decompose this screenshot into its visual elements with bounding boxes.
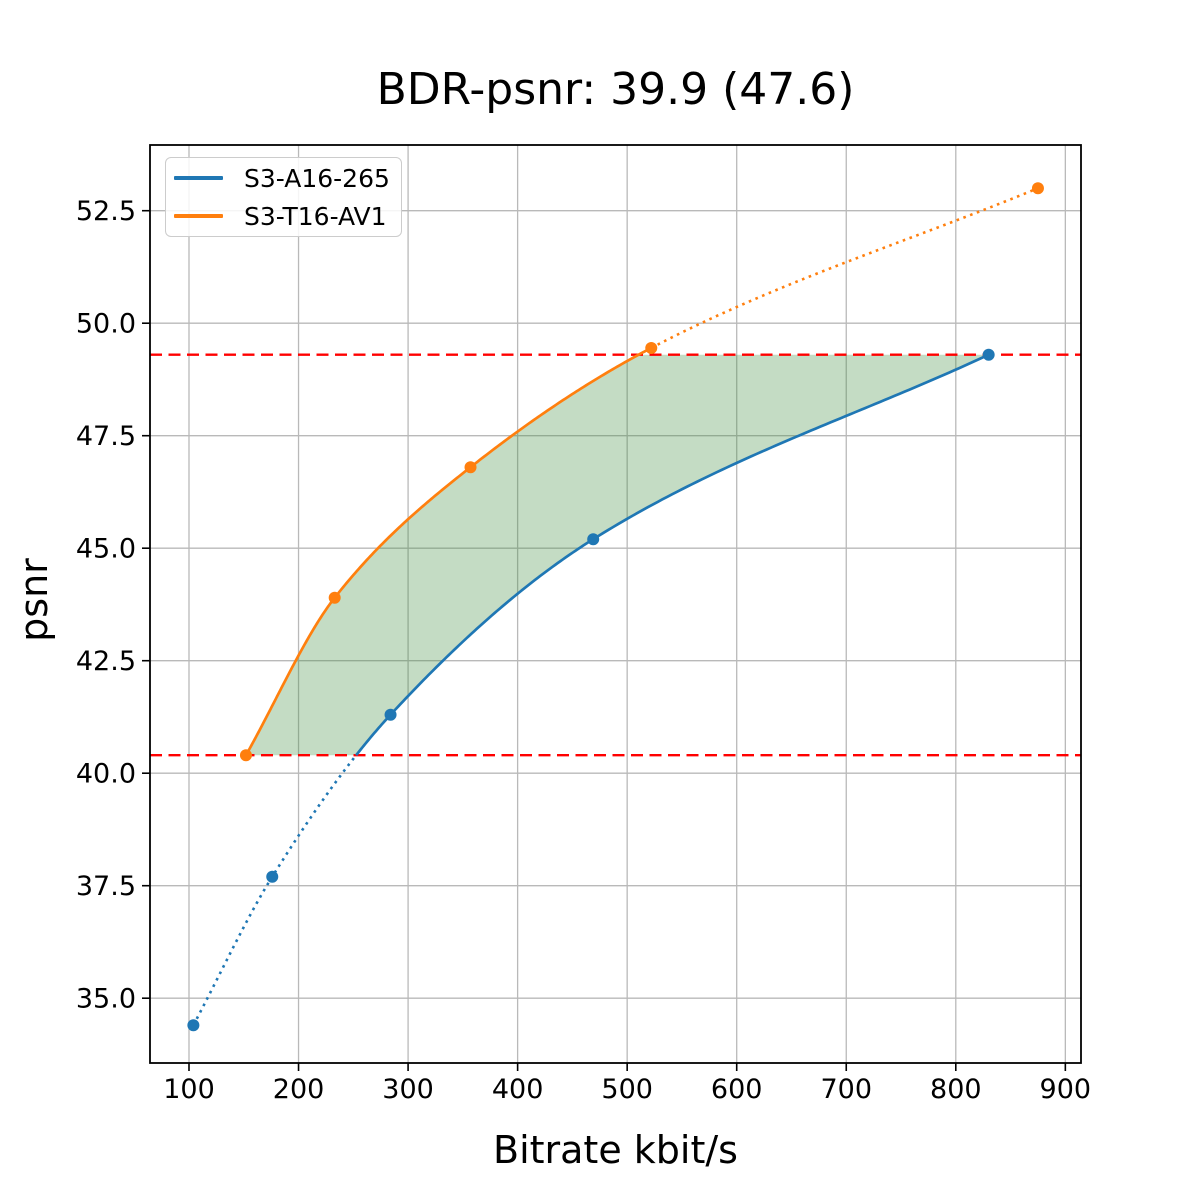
y-tick-label: 37.5 [76, 871, 136, 902]
curves [192, 186, 1039, 1026]
x-tick-label: 900 [1040, 1074, 1092, 1105]
spines [149, 144, 1082, 1064]
x-axis-label: Bitrate kbit/s [493, 1128, 738, 1172]
data-point [384, 708, 397, 721]
y-tick-label: 42.5 [76, 646, 136, 677]
legend: S3-A16-265 S3-T16-AV1 [165, 157, 402, 237]
x-tick-label: 700 [820, 1074, 872, 1105]
x-tick-label: 400 [492, 1074, 544, 1105]
x-tick-label: 600 [711, 1074, 763, 1105]
axes-spines [149, 144, 1082, 1064]
bound-lines [150, 353, 1081, 757]
series-265-solid [355, 353, 990, 757]
bd-region-fill [245, 354, 989, 756]
data-point [328, 591, 341, 604]
legend-line-sample [174, 176, 223, 180]
data-point [187, 1019, 200, 1032]
y-tick-label: 50.0 [76, 309, 136, 340]
y-axis-label: psnr [12, 558, 56, 642]
data-point [645, 341, 658, 354]
x-tick-label: 200 [273, 1074, 325, 1105]
ticks: 100 200 300 400 500 600 700 800 900 35.0 37.5 40.0 4… [76, 196, 1091, 1105]
x-tick-label: 300 [382, 1074, 434, 1105]
y-tick-label: 47.5 [76, 421, 136, 452]
legend-item: S3-A16-265 [174, 160, 401, 196]
series-265-dotted [192, 754, 358, 1026]
chart-title: BDR-psnr: 39.9 (47.6) [376, 64, 855, 115]
series-av1-solid [244, 346, 652, 756]
data-point [587, 533, 600, 546]
y-tick-label: 35.0 [76, 984, 136, 1015]
x-tick-label: 800 [930, 1074, 982, 1105]
data-point [464, 461, 477, 474]
markers [187, 182, 1044, 1032]
legend-line-sample [174, 214, 223, 218]
gridlines [150, 145, 1081, 1063]
legend-label: S3-A16-265 [244, 163, 390, 193]
series-av1-dotted [650, 186, 1039, 350]
data-point [1031, 182, 1044, 195]
y-tick-label: 52.5 [76, 196, 136, 227]
data-point [266, 870, 279, 883]
y-tick-label: 40.0 [76, 759, 136, 790]
legend-item: S3-T16-AV1 [174, 198, 401, 234]
data-point [239, 749, 252, 762]
x-tick-label: 500 [601, 1074, 653, 1105]
y-tick-label: 45.0 [76, 534, 136, 565]
x-tick-label: 100 [163, 1074, 215, 1105]
legend-label: S3-T16-AV1 [244, 201, 387, 231]
fill-region [245, 354, 989, 756]
data-point [982, 348, 995, 361]
